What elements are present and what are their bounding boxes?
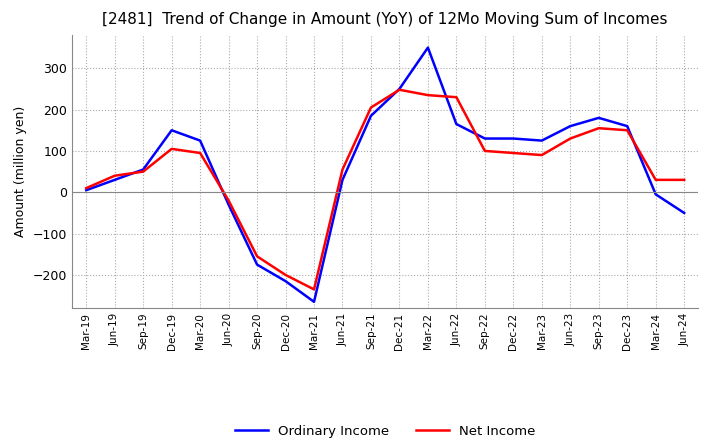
Ordinary Income (110, 177, 119, 183)
Net Income (480, 148, 489, 154)
Net Income (282, 272, 290, 278)
Ordinary Income (509, 136, 518, 141)
Ordinary Income (623, 124, 631, 129)
Ordinary Income (423, 45, 432, 50)
Net Income (139, 169, 148, 174)
Ordinary Income (282, 279, 290, 284)
Net Income (566, 136, 575, 141)
Ordinary Income (680, 210, 688, 216)
Net Income (338, 167, 347, 172)
Net Income (595, 125, 603, 131)
Net Income (623, 128, 631, 133)
Net Income (167, 146, 176, 151)
Ordinary Income (310, 299, 318, 304)
Ordinary Income (395, 86, 404, 92)
Net Income (110, 173, 119, 178)
Line: Ordinary Income: Ordinary Income (86, 48, 684, 302)
Y-axis label: Amount (million yen): Amount (million yen) (14, 106, 27, 237)
Ordinary Income (196, 138, 204, 143)
Ordinary Income (338, 177, 347, 183)
Title: [2481]  Trend of Change in Amount (YoY) of 12Mo Moving Sum of Incomes: [2481] Trend of Change in Amount (YoY) o… (102, 12, 668, 27)
Ordinary Income (225, 202, 233, 207)
Ordinary Income (566, 124, 575, 129)
Net Income (82, 186, 91, 191)
Net Income (253, 254, 261, 259)
Ordinary Income (595, 115, 603, 121)
Ordinary Income (167, 128, 176, 133)
Net Income (452, 95, 461, 100)
Ordinary Income (253, 262, 261, 267)
Net Income (509, 150, 518, 156)
Legend: Ordinary Income, Net Income: Ordinary Income, Net Income (230, 420, 541, 440)
Ordinary Income (366, 113, 375, 118)
Ordinary Income (139, 167, 148, 172)
Ordinary Income (652, 192, 660, 197)
Net Income (652, 177, 660, 183)
Net Income (537, 152, 546, 158)
Ordinary Income (480, 136, 489, 141)
Net Income (366, 105, 375, 110)
Ordinary Income (537, 138, 546, 143)
Net Income (196, 150, 204, 156)
Net Income (395, 87, 404, 92)
Net Income (680, 177, 688, 183)
Net Income (423, 92, 432, 98)
Line: Net Income: Net Income (86, 90, 684, 290)
Net Income (310, 287, 318, 292)
Ordinary Income (82, 187, 91, 193)
Net Income (225, 198, 233, 203)
Ordinary Income (452, 121, 461, 127)
